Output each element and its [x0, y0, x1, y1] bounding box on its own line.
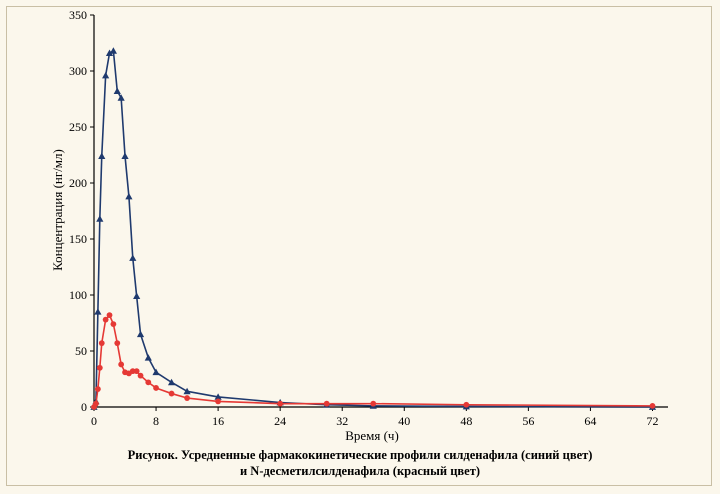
- y-ticks: 0 50 100 150 200 250 300 350: [69, 8, 94, 414]
- data-point-triangle: [109, 47, 117, 54]
- data-point-circle: [137, 372, 144, 379]
- y-tick-label: 350: [69, 8, 87, 22]
- data-point-triangle: [183, 387, 191, 395]
- x-tick-label: 8: [153, 414, 159, 428]
- x-tick-label: 56: [522, 414, 534, 428]
- y-tick-label: 100: [69, 288, 87, 302]
- data-point-circle: [153, 385, 159, 391]
- series-1: [90, 47, 657, 410]
- data-point-circle: [463, 401, 470, 408]
- data-point-circle: [215, 398, 222, 405]
- data-point-circle: [102, 316, 109, 323]
- x-tick-label: 32: [336, 414, 348, 428]
- data-point-triangle: [129, 254, 137, 261]
- data-point-circle: [370, 400, 377, 407]
- data-point-circle: [145, 379, 152, 386]
- y-tick-label: 200: [69, 176, 87, 190]
- axes: [93, 15, 668, 408]
- y-tick-label: 50: [75, 344, 87, 358]
- y-tick-label: 150: [69, 232, 87, 246]
- data-point-circle: [184, 395, 190, 401]
- data-point-triangle: [94, 308, 102, 315]
- data-point-triangle: [98, 152, 106, 159]
- x-axis-title: Время (ч): [345, 428, 399, 443]
- data-point-triangle: [136, 330, 145, 338]
- data-point-triangle: [214, 393, 222, 400]
- data-point-triangle: [121, 152, 129, 159]
- data-point-triangle: [167, 378, 176, 386]
- series-line: [93, 314, 653, 408]
- data-point-circle: [168, 390, 175, 397]
- data-point-circle: [133, 368, 140, 375]
- figure-caption-line-1: Рисунок. Усредненные фармакокинетические…: [127, 448, 593, 462]
- y-axis-title: Концентрация (нг/мл): [50, 149, 65, 271]
- x-tick-label: 40: [398, 414, 410, 428]
- y-tick-label: 0: [81, 400, 87, 414]
- x-ticks: 0 8 16 24 32 40 48 56 64 72: [91, 407, 658, 428]
- data-point-triangle: [144, 354, 152, 361]
- data-point-triangle: [125, 192, 133, 200]
- data-point-triangle: [117, 94, 125, 101]
- data-point-circle: [114, 340, 121, 347]
- data-point-circle: [110, 321, 117, 328]
- data-point-circle: [94, 386, 101, 392]
- data-point-triangle: [133, 292, 141, 299]
- data-point-triangle: [113, 87, 121, 95]
- data-point-circle: [649, 402, 656, 409]
- x-tick-label: 72: [646, 414, 658, 428]
- x-tick-label: 48: [460, 414, 472, 428]
- x-tick-label: 24: [274, 414, 286, 428]
- series-line: [93, 50, 653, 408]
- y-tick-label: 300: [69, 64, 87, 78]
- data-point-circle: [93, 400, 99, 407]
- y-tick-label: 250: [69, 120, 87, 134]
- data-point-circle: [106, 312, 113, 319]
- data-point-circle: [323, 400, 330, 407]
- data-point-circle: [96, 364, 103, 371]
- x-tick-label: 0: [91, 414, 97, 428]
- series-group: [90, 47, 657, 410]
- data-point-triangle: [105, 49, 114, 56]
- data-point-triangle: [96, 215, 104, 222]
- data-point-circle: [98, 340, 105, 347]
- data-point-triangle: [152, 368, 160, 376]
- series-2: [91, 312, 656, 410]
- x-tick-label: 64: [584, 414, 596, 428]
- data-point-circle: [277, 400, 284, 407]
- x-tick-label: 16: [212, 414, 224, 428]
- data-point-triangle: [102, 71, 110, 79]
- data-point-circle: [118, 361, 125, 368]
- figure-caption-line-2: и N-десметилсилденафила (красный цвет): [239, 464, 481, 478]
